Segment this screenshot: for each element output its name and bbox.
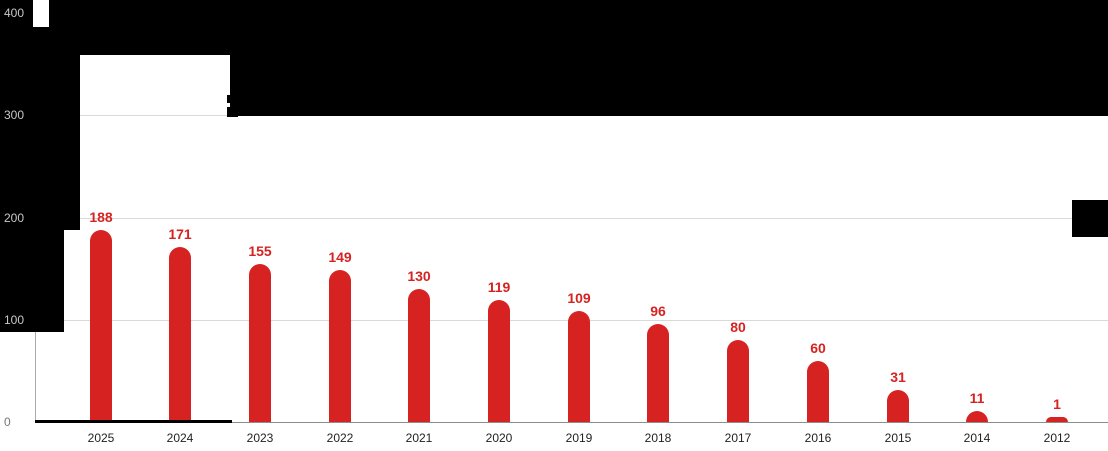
- bar-2014: [966, 411, 988, 422]
- bar-value-label-2020: 119: [487, 279, 511, 295]
- bar-2016: [807, 361, 829, 422]
- bar-value-label-2012: 1: [1053, 396, 1061, 412]
- x-axis-label-2023: 2023: [246, 431, 274, 445]
- bar-value-label-2019: 109: [567, 290, 591, 306]
- redaction-top-band: [0, 0, 1108, 55]
- bar-2020: [488, 300, 510, 422]
- x-axis-label-2012: 2012: [1043, 431, 1071, 445]
- bar-2024: [169, 247, 191, 422]
- bar-value-label-2016: 60: [810, 340, 826, 356]
- redaction-left-column-upper: [0, 55, 80, 230]
- redaction-baseline-strip: [35, 420, 232, 423]
- y-axis-tick-label-200: 200: [4, 211, 25, 225]
- x-axis-line: [35, 422, 1108, 423]
- redaction-dash-1: [227, 95, 238, 103]
- bar-2021: [408, 289, 430, 422]
- x-axis-label-2024: 2024: [166, 431, 194, 445]
- bar-2025: [90, 230, 112, 422]
- y-axis-tick-label-100: 100: [4, 313, 25, 327]
- bar-2018: [647, 324, 669, 422]
- x-axis-label-2021: 2021: [405, 431, 433, 445]
- x-axis-label-2018: 2018: [644, 431, 672, 445]
- y-axis-tick-label-400: 400: [4, 6, 25, 20]
- gridline-200: [35, 218, 1108, 219]
- x-axis-label-2019: 2019: [565, 431, 593, 445]
- redaction-white-notch: [33, 0, 49, 27]
- redaction-upper-right-block: [230, 55, 1108, 116]
- bar-2017: [727, 340, 749, 422]
- x-axis-label-2025: 2025: [87, 431, 115, 445]
- bar-value-label-2015: 31: [890, 369, 906, 385]
- x-axis-label-2014: 2014: [963, 431, 991, 445]
- x-axis-label-2016: 2016: [804, 431, 832, 445]
- y-axis-tick-label-300: 300: [4, 108, 25, 122]
- bar-2019: [568, 311, 590, 422]
- redaction-right-block: [1072, 200, 1108, 237]
- x-axis-label-2017: 2017: [724, 431, 752, 445]
- bar-value-label-2014: 11: [969, 390, 985, 406]
- x-axis-label-2015: 2015: [884, 431, 912, 445]
- redaction-left-column-lower: [0, 230, 64, 332]
- bar-value-label-2022: 149: [328, 249, 352, 265]
- bar-2015: [887, 390, 909, 422]
- bar-2022: [329, 270, 351, 422]
- bar-value-label-2025: 188: [89, 209, 113, 225]
- redaction-dash-2: [227, 107, 238, 117]
- y-axis-tick-label-0: 0: [4, 415, 11, 429]
- bar-value-label-2023: 155: [248, 243, 272, 259]
- x-axis-label-2022: 2022: [326, 431, 354, 445]
- bar-2023: [249, 264, 271, 422]
- bar-value-label-2018: 96: [650, 303, 666, 319]
- bar-value-label-2017: 80: [730, 319, 746, 335]
- bar-2012: [1046, 417, 1068, 422]
- x-axis-label-2020: 2020: [485, 431, 513, 445]
- bar-value-label-2024: 171: [168, 226, 192, 242]
- bar-value-label-2021: 130: [407, 268, 431, 284]
- y-axis-line: [35, 332, 36, 422]
